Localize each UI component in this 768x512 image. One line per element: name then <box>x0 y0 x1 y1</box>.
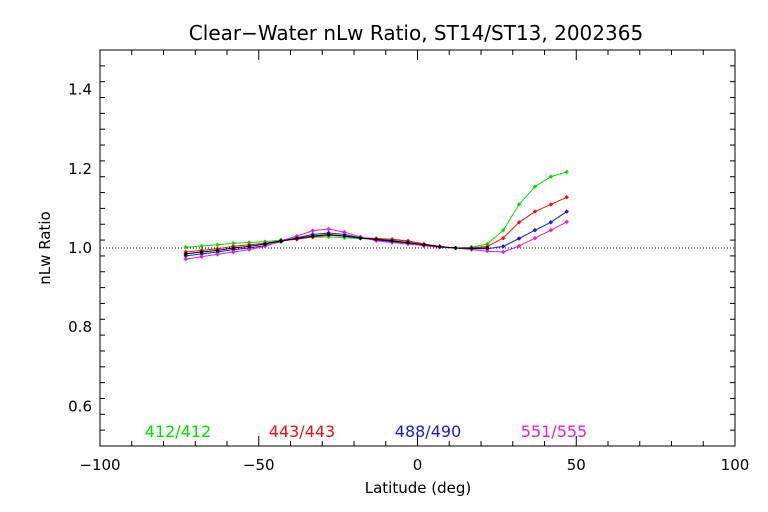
series-0-point <box>215 242 220 248</box>
plot-area: 412/412 443/443 488/490 551/555 <box>99 49 736 447</box>
x-tick-label: −50 <box>243 456 275 474</box>
overlay-line <box>185 233 488 255</box>
series-0-point <box>500 227 506 233</box>
legend-entry: 488/490 <box>395 422 461 441</box>
overlay-point <box>294 236 300 241</box>
y-tick-label: 1.2 <box>68 160 92 178</box>
series-1-point <box>500 235 506 241</box>
legend: 412/412 443/443 488/490 551/555 <box>145 422 587 441</box>
overlay-point <box>278 238 284 244</box>
series-3-point <box>564 219 570 225</box>
x-tick-label: 100 <box>721 456 750 474</box>
overlay-point <box>215 248 220 253</box>
series-1-point <box>532 209 538 214</box>
x-axis-label: Latitude (deg) <box>365 479 471 497</box>
legend-entry: 551/555 <box>521 422 587 441</box>
series-3-point <box>199 254 204 260</box>
series-3-point <box>548 227 554 233</box>
series-2-point <box>500 244 506 249</box>
series-lines <box>183 169 570 262</box>
overlay-point <box>262 241 268 247</box>
overlay-point <box>342 233 347 239</box>
series-3-point <box>230 249 236 255</box>
overlay-point <box>199 249 204 255</box>
plot-frame <box>99 49 736 447</box>
y-tick-labels: 0.6 0.8 1.0 1.2 1.4 <box>68 81 92 416</box>
overlay-point <box>453 245 458 251</box>
series-2-point <box>564 209 570 214</box>
series-1-series <box>183 194 570 255</box>
overlay-point <box>183 251 189 257</box>
series-0-point <box>516 202 522 207</box>
legend-entry: 412/412 <box>145 422 211 441</box>
series-0-point <box>183 244 189 250</box>
series-3-point <box>215 251 220 257</box>
series-3-point <box>326 226 331 232</box>
series-3-point <box>246 247 252 252</box>
overlay-series <box>183 232 490 257</box>
overlay-point <box>357 235 363 241</box>
overlay-point <box>230 245 236 251</box>
legend-entry: 443/443 <box>269 422 335 441</box>
overlay-point <box>310 233 316 239</box>
series-1-point <box>516 219 522 225</box>
x-tick-labels: −100 −50 0 50 100 <box>79 456 749 474</box>
series-2-point <box>516 236 522 241</box>
overlay-point <box>469 246 474 251</box>
series-3-point <box>500 249 506 255</box>
series-3-point <box>532 235 538 241</box>
overlay-point <box>246 244 252 249</box>
series-1-point <box>564 194 570 200</box>
overlay-point <box>326 232 331 237</box>
y-tick-label: 1.4 <box>68 81 92 99</box>
series-3-point <box>516 243 522 249</box>
overlay-point <box>421 242 427 248</box>
x-tick-label: −100 <box>79 456 120 474</box>
overlay-point <box>484 245 490 251</box>
x-tick-label: 0 <box>413 456 423 474</box>
y-tick-label: 0.6 <box>68 397 92 415</box>
overlay-point <box>389 238 395 244</box>
series-0-point <box>532 184 538 189</box>
series-0-point <box>548 174 554 180</box>
y-tick-label: 1.0 <box>68 239 92 257</box>
series-2-point <box>532 227 538 233</box>
x-tick-label: 50 <box>567 456 586 474</box>
series-0-point <box>199 243 204 249</box>
series-2-point <box>548 219 554 225</box>
overlay-point <box>405 240 411 245</box>
overlay-point <box>373 236 379 242</box>
overlay-point <box>437 244 443 250</box>
series-3-point <box>262 244 268 249</box>
series-3-point <box>310 228 316 233</box>
series-1-point <box>548 202 554 207</box>
series-3-point <box>342 229 347 235</box>
chart-title: Clear−Water nLw Ratio, ST14/ST13, 200236… <box>189 21 643 45</box>
series-3-point <box>183 256 189 262</box>
series-3-point <box>484 248 490 254</box>
series-0-point <box>564 169 570 175</box>
axis-ticks <box>99 49 736 447</box>
y-axis-label: nLw Ratio <box>36 211 54 284</box>
y-tick-label: 0.8 <box>68 318 92 336</box>
